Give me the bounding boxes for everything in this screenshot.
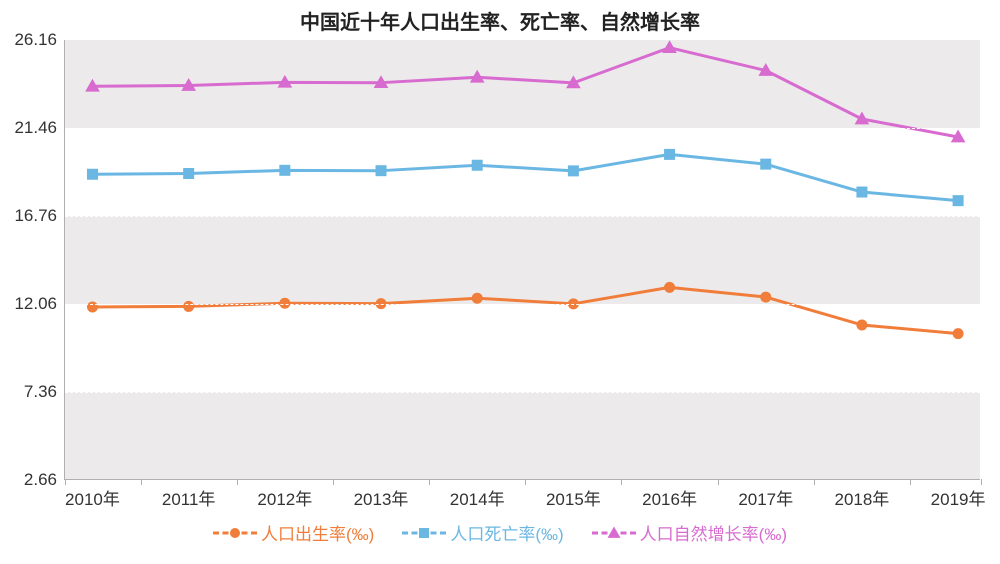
- series-marker-death: [280, 165, 290, 175]
- circle-icon: [213, 525, 257, 541]
- x-axis-label: 2016年: [642, 479, 697, 510]
- y-axis-label: 7.36: [24, 382, 65, 402]
- x-axis-label: 2012年: [257, 479, 312, 510]
- legend-label-natural: 人口自然增长率(‰): [640, 520, 787, 545]
- series-marker-death: [953, 196, 963, 206]
- series-marker-death: [665, 149, 675, 159]
- y-gridline: [65, 304, 980, 305]
- legend-item-death: 人口死亡率(‰): [402, 520, 563, 545]
- legend-item-natural: 人口自然增长率(‰): [592, 520, 787, 545]
- series-marker-birth: [472, 293, 482, 303]
- series-marker-death: [761, 159, 771, 169]
- chart-container: 中国近十年人口出生率、死亡率、自然增长率 2.667.3612.0616.762…: [0, 0, 1000, 564]
- x-axis-label: 2017年: [738, 479, 793, 510]
- legend-swatch-natural: [592, 525, 636, 541]
- x-axis-tick: [621, 479, 622, 485]
- legend-item-birth: 人口出生率(‰): [213, 520, 374, 545]
- x-axis-tick: [333, 479, 334, 485]
- x-axis-tick: [141, 479, 142, 485]
- x-axis-label: 2018年: [834, 479, 889, 510]
- series-line-natural: [92, 48, 958, 137]
- series-marker-birth: [761, 292, 771, 302]
- series-marker-natural: [663, 41, 676, 52]
- series-marker-birth: [184, 301, 194, 311]
- y-axis-label: 21.46: [14, 118, 65, 138]
- y-gridline: [65, 216, 980, 217]
- series-marker-death: [376, 166, 386, 176]
- series-marker-death: [472, 160, 482, 170]
- series-line-birth: [92, 287, 958, 333]
- legend-swatch-birth: [213, 525, 257, 541]
- x-axis-tick: [910, 479, 911, 485]
- triangle-icon: [592, 525, 636, 541]
- legend-swatch-death: [402, 525, 446, 541]
- series-line-death: [92, 154, 958, 200]
- square-icon: [402, 525, 446, 541]
- legend-label-birth: 人口出生率(‰): [261, 520, 374, 545]
- series-marker-birth: [665, 282, 675, 292]
- x-axis-label: 2013年: [354, 479, 409, 510]
- series-marker-death: [184, 168, 194, 178]
- series-marker-death: [87, 169, 97, 179]
- x-axis-tick: [429, 479, 430, 485]
- series-marker-birth: [953, 329, 963, 339]
- y-axis-label: 12.06: [14, 294, 65, 314]
- x-axis-tick: [237, 479, 238, 485]
- y-axis-label: 16.76: [14, 206, 65, 226]
- chart-svg-layer: [65, 40, 981, 480]
- x-axis-label: 2015年: [546, 479, 601, 510]
- series-marker-death: [568, 166, 578, 176]
- y-axis-label: 26.16: [14, 30, 65, 50]
- x-axis-label: 2019年: [931, 479, 986, 510]
- series-marker-death: [857, 187, 867, 197]
- legend-label-death: 人口死亡率(‰): [450, 520, 563, 545]
- x-axis-label: 2010年: [65, 479, 120, 510]
- x-axis-label: 2014年: [450, 479, 505, 510]
- x-axis-tick: [718, 479, 719, 485]
- x-axis-tick: [525, 479, 526, 485]
- plot-area: 2.667.3612.0616.7621.4626.162010年2011年20…: [64, 40, 980, 480]
- x-axis-tick: [814, 479, 815, 485]
- chart-title: 中国近十年人口出生率、死亡率、自然增长率: [0, 6, 1000, 35]
- legend: 人口出生率(‰) 人口死亡率(‰) 人口自然增长率(‰): [0, 520, 1000, 545]
- series-marker-birth: [857, 320, 867, 330]
- y-axis-label: 2.66: [24, 470, 65, 490]
- y-gridline: [65, 128, 980, 129]
- y-gridline: [65, 392, 980, 393]
- x-axis-label: 2011年: [162, 479, 216, 510]
